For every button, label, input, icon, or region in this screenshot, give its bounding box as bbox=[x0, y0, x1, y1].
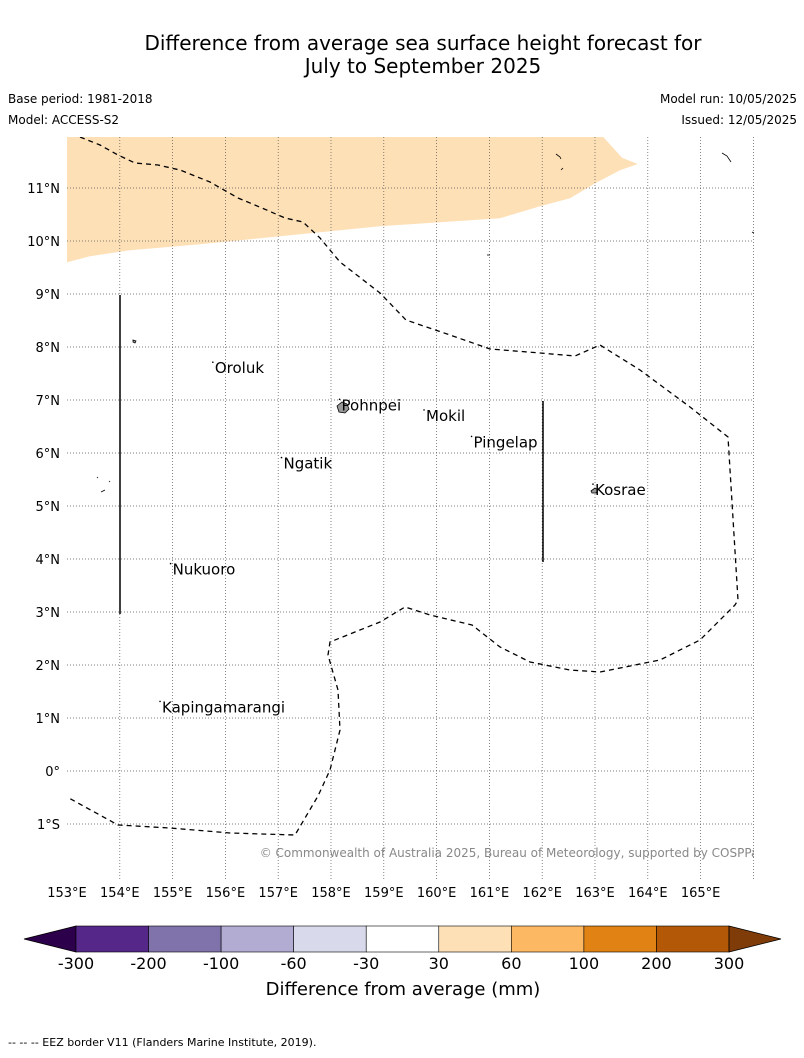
anomaly-region-30-60 bbox=[67, 137, 638, 263]
lon-label: 154°E bbox=[100, 886, 140, 901]
colorbar-tick-label: 200 bbox=[641, 954, 672, 973]
longitude-labels: 153°E 154°E 155°E 156°E 157°E 158°E 159°E 160°E… bbox=[47, 886, 720, 901]
pohnpei-island bbox=[336, 401, 350, 414]
place-label: Nukuoro bbox=[173, 561, 236, 579]
model-run-label: Model run: 10/05/2025 bbox=[659, 92, 797, 106]
map-figure: Oroluk Pohnpei Mokil Pingelap Ngatik Kosrae Nu… bbox=[23, 137, 782, 1000]
lon-label: 156°E bbox=[206, 886, 246, 901]
colorbar-tick-label: -200 bbox=[130, 954, 166, 973]
colorbar-tick-label: -300 bbox=[58, 954, 94, 973]
colorbar-segment bbox=[438, 925, 512, 953]
island-w-atoll bbox=[96, 476, 111, 493]
colorbar-tick-label: 100 bbox=[569, 954, 600, 973]
colorbar-tick-label: -30 bbox=[353, 954, 379, 973]
colorbar-tick-label: 300 bbox=[714, 954, 745, 973]
place-marker bbox=[159, 700, 161, 703]
map-title-line1: Difference from average sea surface heig… bbox=[144, 31, 702, 55]
place-label: Oroluk bbox=[215, 359, 264, 377]
lon-label: 159°E bbox=[364, 886, 404, 901]
lat-label: 11°N bbox=[27, 182, 60, 197]
region-boundary-lines bbox=[119, 295, 544, 614]
island-ne-3 bbox=[721, 152, 732, 163]
place-marker bbox=[212, 361, 214, 364]
place-marker bbox=[338, 398, 341, 401]
place-label: Kosrae bbox=[595, 481, 646, 499]
lon-label: 161°E bbox=[470, 886, 510, 901]
place-label: Ngatik bbox=[283, 455, 332, 473]
graticule bbox=[67, 137, 754, 879]
colorbar-segment bbox=[511, 925, 585, 953]
lat-label: 8°N bbox=[36, 341, 61, 356]
lat-label: 10°N bbox=[27, 235, 60, 250]
lon-label: 160°E bbox=[417, 886, 457, 901]
colorbar-segment bbox=[148, 925, 222, 953]
colorbar-label: Difference from average (mm) bbox=[266, 979, 541, 1000]
colorbar: -300 -200 -100 -60 -30 30 60 100 200 300 bbox=[23, 925, 782, 973]
issued-label: Issued: 12/05/2025 bbox=[681, 113, 797, 127]
islands bbox=[96, 152, 754, 494]
lon-label: 162°E bbox=[522, 886, 562, 901]
lon-label: 164°E bbox=[628, 886, 668, 901]
map-area: Oroluk Pohnpei Mokil Pingelap Ngatik Kosrae Nu… bbox=[67, 137, 765, 879]
place-label: Mokil bbox=[426, 407, 465, 425]
place-labels: Oroluk Pohnpei Mokil Pingelap Ngatik Kosrae Nu… bbox=[159, 359, 646, 716]
lat-label: 9°N bbox=[36, 288, 61, 303]
place-marker bbox=[592, 483, 594, 485]
lon-label: 157°E bbox=[258, 886, 298, 901]
latitude-labels: 11°N 10°N 9°N 8°N 7°N 6°N 5°N 4°N 3°N 2°N 1°N 0° 1°S bbox=[27, 182, 60, 833]
map-title: Difference from average sea surface heig… bbox=[0, 32, 804, 78]
lat-label: 1°S bbox=[37, 818, 60, 833]
lon-label: 155°E bbox=[153, 886, 193, 901]
lat-label: 4°N bbox=[36, 553, 61, 568]
colorbar-segment bbox=[583, 925, 657, 953]
eez-border bbox=[67, 137, 739, 836]
model-label: Model: ACCESS-S2 bbox=[8, 113, 120, 127]
colorbar-extend-low bbox=[23, 925, 77, 953]
map-title-line2: July to September 2025 bbox=[304, 54, 542, 78]
place-label: Kapingamarangi bbox=[162, 698, 285, 716]
colorbar-segment bbox=[220, 925, 294, 953]
base-period-label: Base period: 1981-2018 bbox=[8, 92, 153, 106]
colorbar-segment bbox=[656, 925, 730, 953]
island-ne-1 bbox=[555, 153, 562, 160]
lat-label: 1°N bbox=[36, 712, 61, 727]
colorbar-segment bbox=[293, 925, 367, 953]
island-w-edge bbox=[751, 231, 754, 234]
place-marker bbox=[423, 409, 425, 411]
island-west bbox=[132, 339, 137, 344]
copyright-notice: © Commonwealth of Australia 2025, Bureau… bbox=[260, 846, 765, 860]
lat-label: 6°N bbox=[36, 447, 61, 462]
colorbar-segment bbox=[365, 925, 440, 953]
island-ne-2 bbox=[560, 167, 564, 171]
place-marker bbox=[470, 435, 473, 438]
colorbar-tick-label: 30 bbox=[429, 954, 449, 973]
colorbar-segment bbox=[75, 925, 149, 953]
lon-label: 165°E bbox=[681, 886, 721, 901]
colorbar-tick-label: 60 bbox=[501, 954, 521, 973]
colorbar-tick-label: -100 bbox=[203, 954, 239, 973]
lat-label: 7°N bbox=[36, 394, 61, 409]
colorbar-tick-label: -60 bbox=[281, 954, 307, 973]
place-marker bbox=[169, 562, 172, 565]
place-label: Pingelap bbox=[474, 433, 538, 451]
place-marker bbox=[280, 456, 283, 459]
colorbar-extend-high bbox=[728, 925, 782, 953]
lat-label: 0° bbox=[45, 765, 60, 780]
place-label: Pohnpei bbox=[342, 396, 402, 414]
lon-label: 153°E bbox=[47, 886, 87, 901]
lat-label: 3°N bbox=[36, 606, 61, 621]
lat-label: 2°N bbox=[36, 659, 61, 674]
lon-label: 163°E bbox=[575, 886, 615, 901]
eez-legend-note: -- -- -- EEZ border V11 (Flanders Marine… bbox=[8, 1036, 317, 1049]
lat-label: 5°N bbox=[36, 500, 61, 515]
lon-label: 158°E bbox=[311, 886, 351, 901]
kosrae-island bbox=[590, 487, 599, 494]
